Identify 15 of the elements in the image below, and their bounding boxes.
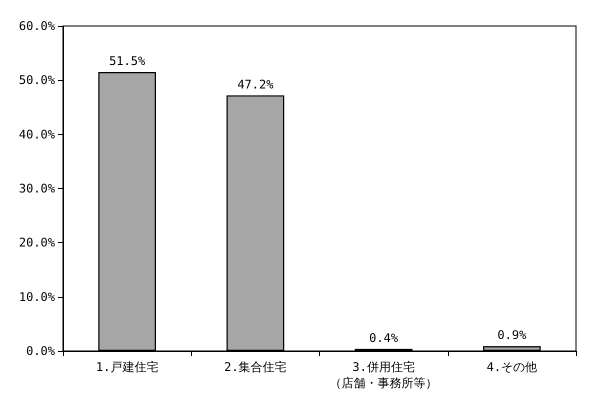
y-tick-label: 10.0% — [18, 290, 56, 304]
data-label: 47.2% — [237, 77, 274, 92]
y-tick-label: 60.0% — [18, 19, 56, 33]
x-tick-label: 2.集合住宅 — [224, 360, 287, 374]
y-tick-label: 20.0% — [18, 236, 56, 250]
y-tick-label: 50.0% — [18, 73, 56, 88]
data-label: 0.9% — [497, 328, 528, 342]
y-tick-label: 0.0% — [26, 344, 56, 358]
data-label: 51.5% — [109, 54, 146, 68]
y-tick-label: 40.0% — [18, 127, 56, 142]
x-tick-label: 4.その他 — [486, 360, 538, 374]
x-tick-label: 1.戸建住宅 — [96, 360, 158, 374]
x-tick-label: 3.併用住宅（店舗・事務所等） — [330, 360, 438, 390]
y-tick-label: 30.0% — [18, 182, 56, 196]
data-label: 0.4% — [369, 330, 399, 345]
